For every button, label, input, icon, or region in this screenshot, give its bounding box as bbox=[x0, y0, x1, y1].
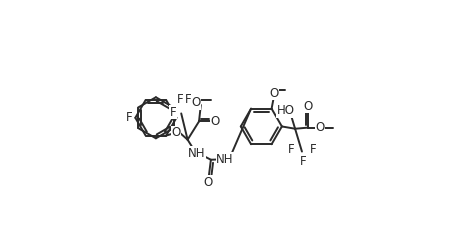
Text: F: F bbox=[299, 155, 306, 168]
Text: O: O bbox=[210, 115, 219, 128]
Text: F: F bbox=[127, 111, 133, 124]
Text: O: O bbox=[303, 100, 312, 113]
Text: F: F bbox=[185, 93, 191, 106]
Text: F: F bbox=[309, 143, 316, 156]
Text: NH: NH bbox=[216, 153, 233, 166]
Text: O: O bbox=[268, 87, 278, 100]
Text: F: F bbox=[169, 106, 176, 119]
Text: O: O bbox=[191, 96, 200, 109]
Text: O: O bbox=[203, 176, 212, 189]
Text: F: F bbox=[126, 111, 132, 124]
Text: O: O bbox=[171, 126, 180, 139]
Text: HO: HO bbox=[276, 104, 294, 117]
Text: NH: NH bbox=[188, 147, 205, 160]
Text: F: F bbox=[287, 143, 294, 156]
Text: F: F bbox=[177, 93, 183, 106]
Text: O: O bbox=[315, 121, 324, 134]
